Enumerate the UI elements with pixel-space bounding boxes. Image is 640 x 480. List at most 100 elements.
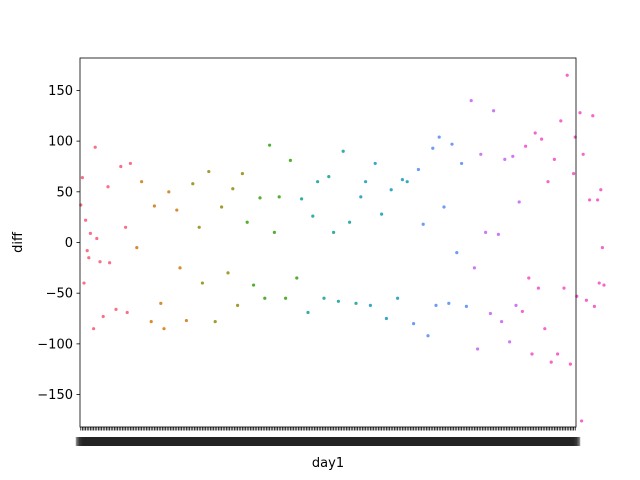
data-point xyxy=(152,204,156,208)
x-axis-ticks xyxy=(75,427,581,446)
data-point xyxy=(88,231,92,235)
data-point xyxy=(400,178,404,182)
data-point xyxy=(125,310,129,315)
data-point xyxy=(80,176,84,180)
data-point xyxy=(368,303,372,307)
data-point xyxy=(84,218,88,222)
data-point xyxy=(602,283,606,287)
data-point xyxy=(159,301,163,305)
data-point xyxy=(552,157,557,161)
data-point xyxy=(245,220,249,224)
data-point xyxy=(119,164,123,169)
data-point xyxy=(434,303,438,307)
data-point xyxy=(284,296,288,300)
data-point xyxy=(472,266,476,270)
data-point xyxy=(332,230,336,234)
data-point xyxy=(341,149,345,153)
data-point xyxy=(327,175,331,179)
data-point xyxy=(464,304,468,308)
data-point xyxy=(373,161,377,166)
data-point xyxy=(496,232,500,236)
data-point xyxy=(82,281,86,285)
plot-frame xyxy=(79,57,577,428)
data-point xyxy=(128,161,132,166)
data-point xyxy=(517,200,521,204)
data-point xyxy=(213,319,217,324)
data-point xyxy=(426,334,430,338)
data-point xyxy=(514,303,518,307)
data-point xyxy=(596,198,600,202)
data-point xyxy=(140,180,144,184)
data-point xyxy=(178,266,182,270)
data-point xyxy=(455,251,459,255)
data-point xyxy=(348,220,352,224)
data-point xyxy=(568,362,573,366)
data-point xyxy=(600,245,605,250)
data-point xyxy=(599,188,603,192)
data-point xyxy=(359,195,363,199)
data-point xyxy=(93,145,97,149)
data-point xyxy=(527,276,531,280)
data-point xyxy=(95,236,99,241)
data-point xyxy=(322,296,326,300)
data-point xyxy=(479,152,483,156)
data-point xyxy=(530,352,534,356)
data-point xyxy=(149,319,153,324)
data-point xyxy=(114,307,118,312)
y-tick-label: 0 xyxy=(65,236,73,251)
data-point xyxy=(588,198,592,202)
data-point xyxy=(396,296,400,300)
data-point xyxy=(108,261,112,265)
data-point xyxy=(549,360,553,364)
data-point xyxy=(562,286,566,290)
data-point xyxy=(450,142,454,146)
data-point xyxy=(98,260,102,264)
data-point xyxy=(272,230,276,234)
data-point xyxy=(101,314,105,319)
data-point xyxy=(503,157,507,161)
data-point xyxy=(556,352,560,356)
data-point xyxy=(311,214,315,218)
data-point xyxy=(106,185,110,189)
data-point xyxy=(288,158,292,162)
data-point xyxy=(124,225,128,229)
data-point xyxy=(597,281,601,285)
data-point xyxy=(492,109,496,113)
data-point xyxy=(236,303,240,307)
data-point xyxy=(584,298,589,302)
data-point xyxy=(295,276,299,280)
data-point xyxy=(580,419,584,423)
data-point xyxy=(389,188,393,192)
data-point xyxy=(85,249,89,253)
data-point xyxy=(460,161,464,166)
data-point xyxy=(306,310,310,315)
data-point xyxy=(231,187,235,191)
data-point xyxy=(447,301,451,305)
data-point xyxy=(380,212,384,216)
y-tick-label: −150 xyxy=(37,388,73,403)
data-point xyxy=(207,169,211,174)
y-tick-label: 50 xyxy=(56,185,73,200)
data-point xyxy=(384,316,388,321)
data-point xyxy=(412,321,416,326)
data-point xyxy=(240,171,244,176)
data-point xyxy=(591,114,595,118)
data-point xyxy=(258,196,262,200)
data-point xyxy=(520,309,525,314)
data-point xyxy=(175,208,179,212)
data-point xyxy=(469,98,473,103)
y-tick-label: −50 xyxy=(46,287,73,302)
y-tick-label: −100 xyxy=(37,337,73,352)
data-point xyxy=(543,327,547,331)
y-axis-ticks: −150 −100 −50 0 50 100 150 xyxy=(37,84,80,403)
data-point xyxy=(364,180,368,184)
data-point xyxy=(500,319,504,324)
data-point xyxy=(135,245,139,250)
data-point xyxy=(581,152,585,156)
data-point xyxy=(162,327,166,331)
data-point xyxy=(268,143,272,147)
data-point xyxy=(572,171,576,176)
data-point xyxy=(252,283,256,287)
data-point xyxy=(540,137,544,141)
data-point xyxy=(565,73,569,77)
